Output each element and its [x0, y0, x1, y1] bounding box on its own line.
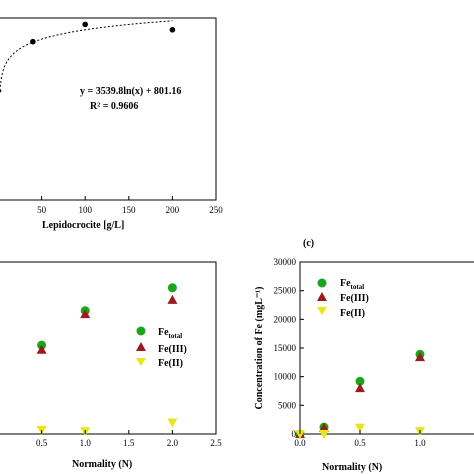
y-tick-label: 10000: [274, 372, 297, 382]
data-point-fe-iii: [415, 352, 425, 362]
data-point-fetotal: [167, 283, 177, 293]
data-point-fe-iii: [36, 344, 47, 354]
plot-c-legend: Fetotal Fe(III) Fe(II): [317, 278, 369, 319]
x-tick-label: 250: [209, 205, 223, 215]
legend-fe-total-marker: [136, 326, 146, 336]
legend-fe-ii-label: Fe(II): [340, 308, 365, 319]
data-point-fe-ii: [295, 430, 305, 439]
plot-c-x-ticks: 0.0 0.5 1.0: [294, 430, 426, 448]
x-tick-label: 2.5: [210, 438, 222, 448]
plot-c-frame: [299, 261, 474, 435]
panel-c-tag: (c): [303, 238, 314, 249]
plot-b-points: [36, 283, 178, 437]
plot-b-x-ticks: 0.5 1.0 1.5 2.0 2.5: [36, 430, 222, 448]
panel-a: y = 3539.8ln(x) + 801.16 R² = 0.9606 50 1…: [0, 17, 223, 231]
plot-b-x-label: Normality (N): [72, 459, 132, 470]
plot-c-y-ticks: 0 5000 10000 15000 20000 25000 30000: [274, 257, 304, 439]
y-tick-label: 0: [292, 429, 297, 439]
x-tick-label: 1.0: [80, 438, 92, 448]
plot-a-x-ticks: 50 100 150 200 250: [37, 196, 223, 215]
x-tick-label: 1.5: [123, 438, 135, 448]
x-tick-label: 1.0: [414, 438, 426, 448]
fit-curve: [0, 20, 173, 91]
legend-fe-iii-label: Fe(III): [340, 293, 369, 304]
fit-r-squared: R² = 0.9606: [90, 101, 138, 112]
legend-fe-iii-label: Fe(III): [158, 344, 187, 355]
legend-fe-total-marker: [317, 278, 327, 288]
legend-fe-iii-marker: [136, 342, 146, 351]
plot-c-y-label: Concentration of Fe (mgL⁻¹): [254, 287, 265, 410]
data-point-fe-ii: [319, 430, 329, 439]
x-tick-label: 0.5: [354, 438, 366, 448]
data-point-fe-iii: [355, 383, 365, 393]
plot-a-points: [0, 21, 176, 93]
data-point-fe-iii: [319, 422, 329, 432]
plot-b-frame: [0, 261, 217, 435]
plot-b-legend: Fetotal Fe(III) Fe(II): [136, 326, 187, 369]
data-point: [30, 38, 36, 45]
y-tick-label: 25000: [274, 286, 297, 296]
y-tick-label: 5000: [278, 400, 297, 410]
data-point: [169, 27, 176, 33]
plot-c-x-label: Normality (N): [322, 462, 382, 473]
legend-fe-total-label: Fetotal: [158, 327, 182, 340]
data-point: [0, 89, 2, 93]
x-tick-label: 0.0: [294, 438, 306, 448]
legend-fe-ii-label: Fe(II): [158, 358, 183, 369]
legend-fe-iii-marker: [317, 292, 327, 301]
legend-fe-ii-marker: [317, 307, 327, 315]
x-tick-label: 200: [166, 205, 180, 215]
panel-b: Fetotal Fe(III) Fe(II) 0.5 1.0 1.5 2.0 2.5 N…: [0, 261, 222, 470]
x-tick-label: 2.0: [167, 438, 179, 448]
x-tick-label: 0.5: [36, 438, 48, 448]
plot-a-frame: [0, 17, 217, 201]
fit-equation: y = 3539.8ln(x) + 801.16: [80, 86, 181, 97]
data-point-fe-ii: [167, 418, 178, 428]
y-tick-label: 30000: [274, 257, 297, 267]
legend-fe-total-label: Fetotal: [340, 278, 364, 291]
panel-c: (c) 0 5000 10000 15000 20000 25000 30000 Conce…: [254, 238, 474, 473]
x-tick-label: 150: [122, 205, 136, 215]
legend-fe-ii-marker: [136, 358, 146, 366]
data-point-fe-ii: [355, 423, 365, 433]
y-tick-label: 20000: [274, 314, 297, 324]
data-point-fetotal: [355, 376, 365, 386]
y-tick-label: 15000: [274, 343, 297, 353]
x-tick-label: 100: [78, 205, 92, 215]
plot-a-x-label: Lepidocrocite [g/L]: [42, 220, 124, 231]
data-point-fe-iii: [80, 309, 91, 319]
data-point-fe-iii: [167, 294, 178, 304]
x-tick-label: 50: [37, 205, 47, 215]
data-point: [82, 21, 88, 28]
plot-c-points: [295, 349, 425, 439]
